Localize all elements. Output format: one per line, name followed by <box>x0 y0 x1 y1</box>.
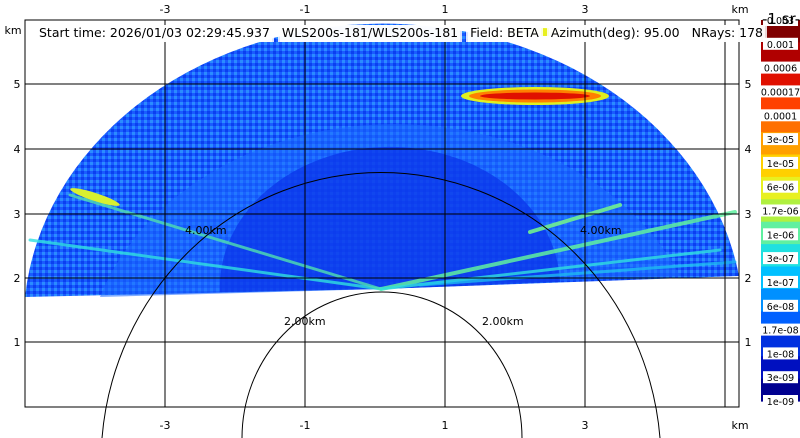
colorbar-label: 0.00017 <box>761 87 800 98</box>
colorbar-label-bg <box>763 180 798 193</box>
colorbar-label: 1e-08 <box>767 349 794 360</box>
colorbar-label-bg <box>756 85 800 98</box>
data-field <box>25 23 739 298</box>
colorbar-label-bg <box>763 37 798 50</box>
ring-label-2km-left: 2.00km <box>284 315 326 328</box>
range-rings <box>101 172 661 438</box>
y-tick-right: 1 <box>745 336 752 349</box>
left-layer <box>70 188 120 206</box>
y-tick-left: 2 <box>14 272 21 285</box>
ring-label-4km-left: 4.00km <box>185 224 227 237</box>
start-time: Start time: 2026/01/03 02:29:45.937 <box>37 25 272 42</box>
instrument-name: WLS200s-181/WLS200s-181 <box>279 25 461 42</box>
colorbar-label-bg <box>763 228 798 241</box>
x-tick-top: 3 <box>582 3 589 16</box>
ring-label-2km-right: 2.00km <box>482 315 524 328</box>
colorbar-label: 1e-07 <box>767 278 794 289</box>
colorbar-label: 1e-05 <box>767 159 794 170</box>
y-tick-left: 4 <box>14 143 21 156</box>
colorbar-label-bg <box>763 252 798 265</box>
colorbar-label-bg <box>763 156 798 169</box>
y-tick-left: 5 <box>14 78 21 91</box>
nrays: NRays: 178 <box>689 25 765 42</box>
colorbar-title: -1 sr-1 <box>762 10 800 28</box>
colorbar-label-bg <box>763 133 798 146</box>
x-tick-bottom: 3 <box>582 419 589 432</box>
y-tick-left: 1 <box>14 336 21 349</box>
colorbar-label-bg <box>756 204 800 217</box>
colorbar-label: 0.0001 <box>764 111 797 122</box>
azimuth: Azimuth(deg): 95.00 <box>548 25 682 42</box>
x-tick-top: -3 <box>160 3 171 16</box>
grid-lines <box>25 20 739 407</box>
colorbar-label-bg <box>759 109 800 122</box>
x-tick-bottom: -3 <box>160 419 171 432</box>
y-unit-left: km <box>4 24 21 37</box>
x-ticks-top: -3 -1 1 3 km <box>160 3 749 16</box>
colorbar-label: 1.7e-08 <box>762 326 798 337</box>
x-unit-bottom: km <box>731 419 748 432</box>
plot-frame <box>24 19 740 408</box>
colorbar-label: 6e-06 <box>767 183 794 194</box>
colorbar-label-bg <box>763 14 798 26</box>
colorbar-label: 6e-08 <box>767 302 794 313</box>
colorbar-label-bg <box>756 323 800 336</box>
colorbar-label-bg <box>763 299 798 312</box>
colorbar-label-bg <box>763 275 798 288</box>
colorbar-label: 0.003 <box>767 16 794 27</box>
x-tick-top: 1 <box>442 3 449 16</box>
colorbar-label: 0.0006 <box>764 64 797 75</box>
colorbar-label: 0.001 <box>767 40 794 51</box>
x-ticks-bottom: -3 -1 1 3 km <box>160 419 749 432</box>
colorbar-label-bg <box>763 347 798 360</box>
colorbar-label: 1e-06 <box>767 230 794 241</box>
field-name: Field: BETA <box>468 25 541 42</box>
colorbar-label: 1.7e-06 <box>762 207 798 218</box>
x-tick-bottom: 1 <box>442 419 449 432</box>
y-ticks-left: km 5 4 3 2 1 <box>4 24 21 349</box>
x-unit-top: km <box>731 3 748 16</box>
y-tick-right: 3 <box>745 208 752 221</box>
x-tick-top: -1 <box>300 3 311 16</box>
info-panel: Start time: 2026/01/03 02:29:45.937 WLS2… <box>35 25 767 42</box>
colorbar-label: 3e-07 <box>767 254 794 265</box>
ring-label-4km-right: 4.00km <box>580 224 622 237</box>
colorbar-label: 3e-09 <box>767 373 794 384</box>
y-tick-left: 3 <box>14 208 21 221</box>
colorbar-label-bg <box>763 395 798 407</box>
x-tick-bottom: -1 <box>300 419 311 432</box>
colorbar-label-bg <box>759 61 800 74</box>
y-ticks-right: km 5 4 3 2 1 <box>743 24 760 349</box>
colorbar-label-bg <box>763 371 798 384</box>
cloud-layer-core <box>480 92 590 100</box>
ring-2km <box>241 291 523 438</box>
y-tick-right: 5 <box>745 78 752 91</box>
colorbar-label: 1e-09 <box>767 397 794 408</box>
colorbar: 0.003 0.001 0.0006 0.00017 0.0001 3e-05 1e-05 6… <box>756 14 800 408</box>
colorbar-label: 3e-05 <box>767 135 794 146</box>
y-tick-right: 2 <box>745 272 752 285</box>
y-tick-right: 4 <box>745 143 752 156</box>
ring-4km <box>101 172 661 438</box>
